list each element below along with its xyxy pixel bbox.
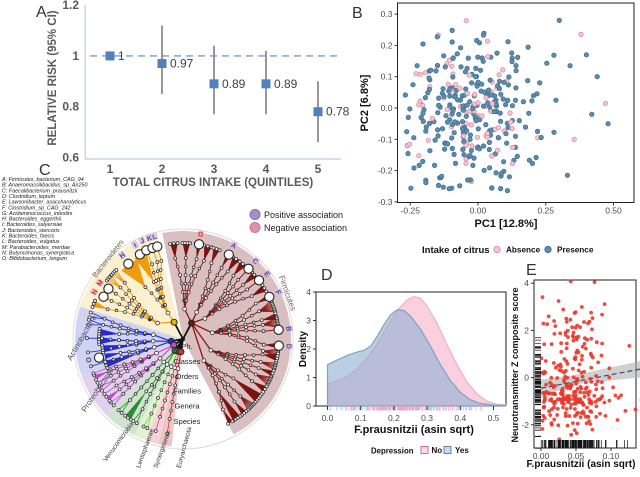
svg-text:5: 5 bbox=[315, 162, 322, 176]
svg-text:Intake of citrus: Intake of citrus bbox=[422, 245, 490, 256]
svg-text:RELATIVE RISK (95% CI): RELATIVE RISK (95% CI) bbox=[47, 10, 59, 145]
svg-text:0.6: 0.6 bbox=[62, 150, 79, 164]
svg-text:Orders: Orders bbox=[176, 372, 199, 381]
svg-text:0.5: 0.5 bbox=[488, 413, 500, 423]
svg-text:0.0: 0.0 bbox=[322, 413, 334, 423]
svg-text:-2: -2 bbox=[521, 420, 529, 430]
svg-text:B: B bbox=[284, 326, 291, 332]
svg-text:Density: Density bbox=[298, 331, 309, 368]
svg-text:0: 0 bbox=[524, 373, 529, 383]
svg-text:1: 1 bbox=[306, 373, 311, 383]
svg-text:0.3: 0.3 bbox=[381, 9, 393, 19]
svg-text:1: 1 bbox=[118, 49, 125, 63]
svg-text:Presence: Presence bbox=[557, 246, 594, 255]
svg-text:0.78: 0.78 bbox=[326, 105, 350, 119]
svg-text:D: D bbox=[284, 344, 291, 350]
svg-text:Species: Species bbox=[174, 417, 201, 426]
svg-text:Genera: Genera bbox=[174, 402, 200, 411]
svg-text:3: 3 bbox=[306, 316, 311, 326]
svg-text:0.2: 0.2 bbox=[388, 413, 400, 423]
svg-text:E: E bbox=[526, 262, 537, 279]
svg-text:0.8: 0.8 bbox=[62, 100, 79, 114]
svg-text:TOTAL CITRUS INTAKE (QUINTILES: TOTAL CITRUS INTAKE (QUINTILES) bbox=[113, 177, 314, 189]
svg-text:4: 4 bbox=[263, 162, 270, 176]
svg-text:0.89: 0.89 bbox=[222, 77, 246, 91]
svg-text:4: 4 bbox=[524, 278, 529, 288]
svg-text:Yes: Yes bbox=[455, 446, 469, 455]
svg-text:0.25: 0.25 bbox=[537, 206, 554, 216]
svg-text:Neurotransmitter Z composite s: Neurotransmitter Z composite score bbox=[510, 287, 520, 442]
svg-text:-0.25: -0.25 bbox=[401, 206, 421, 216]
svg-text:0.2: 0.2 bbox=[381, 40, 393, 50]
svg-text:0.3: 0.3 bbox=[421, 413, 433, 423]
svg-text:0.89: 0.89 bbox=[274, 77, 298, 91]
svg-text:0.4: 0.4 bbox=[454, 413, 466, 423]
svg-text:Depression: Depression bbox=[371, 447, 414, 456]
svg-text:1: 1 bbox=[107, 162, 114, 176]
svg-text:B: B bbox=[352, 5, 363, 22]
svg-text:1.2: 1.2 bbox=[62, 0, 79, 12]
svg-text:Negative association: Negative association bbox=[264, 223, 347, 233]
svg-text:0.50: 0.50 bbox=[605, 206, 622, 216]
svg-text:A: A bbox=[36, 4, 47, 21]
svg-text:O: Bifidobacterium_longum: O: Bifidobacterium_longum bbox=[2, 256, 68, 262]
svg-text:1: 1 bbox=[72, 49, 79, 63]
svg-text:0.97: 0.97 bbox=[170, 57, 194, 71]
svg-text:Absence: Absence bbox=[506, 246, 541, 255]
svg-text:F.prausnitzii (asin sqrt): F.prausnitzii (asin sqrt) bbox=[354, 424, 474, 436]
svg-text:Positive association: Positive association bbox=[264, 210, 343, 220]
svg-text:No: No bbox=[432, 446, 443, 455]
svg-text:C: C bbox=[39, 162, 51, 179]
svg-text:Classes: Classes bbox=[174, 357, 201, 366]
svg-text:-0.1: -0.1 bbox=[378, 134, 393, 144]
svg-text:-0.2: -0.2 bbox=[378, 166, 393, 176]
svg-text:0.00: 0.00 bbox=[470, 206, 487, 216]
svg-text:2: 2 bbox=[159, 162, 166, 176]
svg-text:2: 2 bbox=[524, 325, 529, 335]
svg-text:F.prausnitzii (asin sqrt): F.prausnitzii (asin sqrt) bbox=[527, 459, 636, 470]
svg-text:0.1: 0.1 bbox=[355, 413, 367, 423]
svg-text:D: D bbox=[321, 267, 333, 284]
svg-text:0: 0 bbox=[306, 401, 311, 411]
svg-text:PC2 [6.8%]: PC2 [6.8%] bbox=[359, 74, 371, 131]
svg-text:-0.3: -0.3 bbox=[378, 197, 393, 207]
svg-text:PC1 [12.8%]: PC1 [12.8%] bbox=[475, 218, 538, 230]
svg-text:0.0: 0.0 bbox=[381, 103, 393, 113]
svg-text:Ph.: Ph. bbox=[181, 342, 192, 351]
svg-text:4: 4 bbox=[306, 287, 311, 297]
svg-text:3: 3 bbox=[211, 162, 218, 176]
svg-text:Families: Families bbox=[173, 387, 201, 396]
svg-text:0.1: 0.1 bbox=[381, 72, 393, 82]
